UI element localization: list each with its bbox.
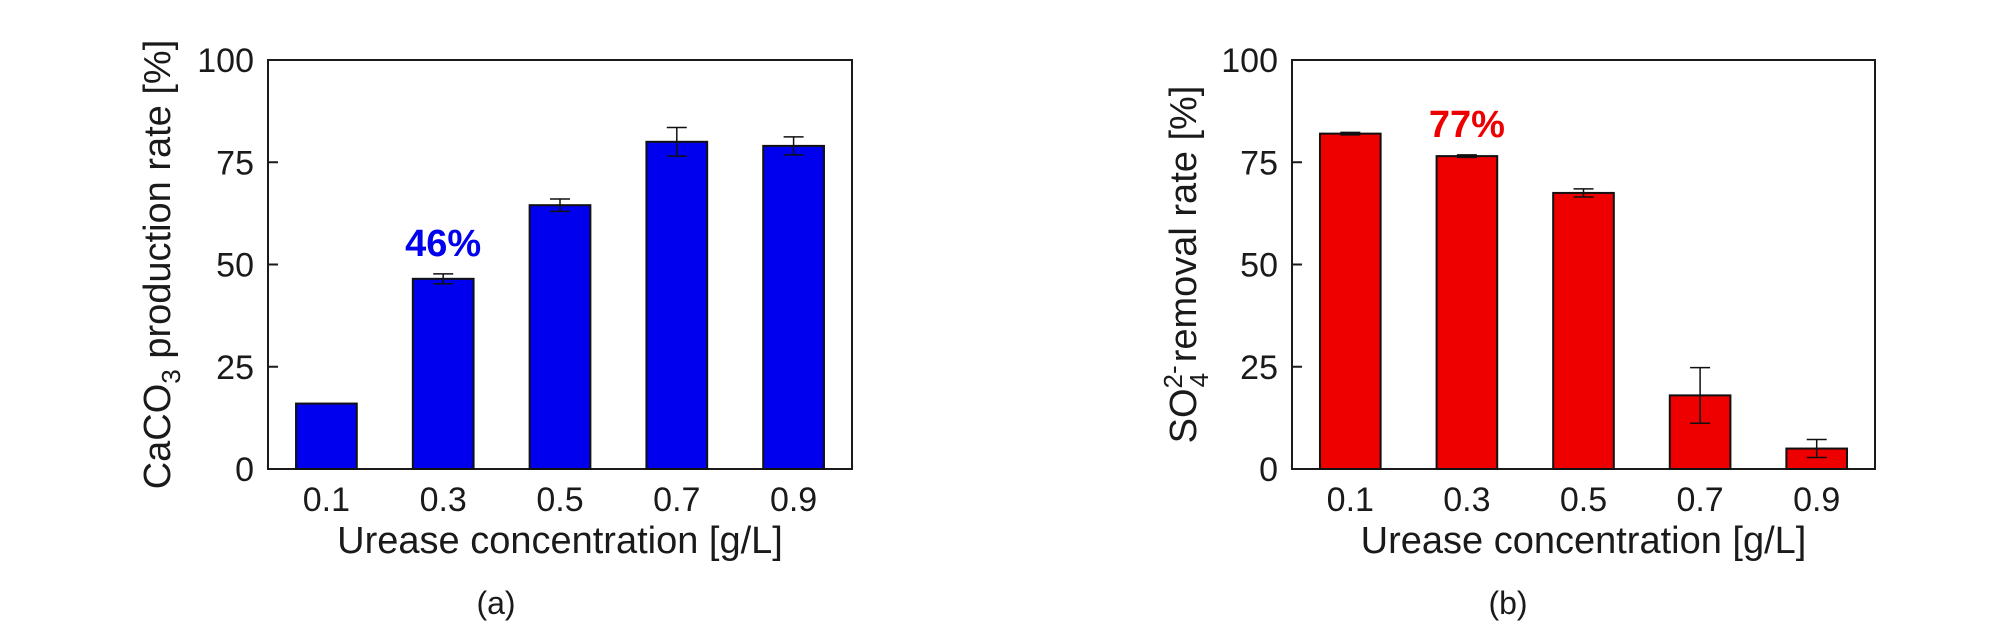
y-axis-title-b-main: SO (1163, 388, 1205, 443)
x-tick-label: 0.9 (1793, 481, 1840, 519)
panel-label-b: (b) (1488, 585, 1527, 621)
panel-a: 0 25 50 75 100 0.1 0.3 0.5 0.7 0.9 46% Urease co… (137, 40, 853, 621)
y-tick-label: 0 (1259, 451, 1278, 489)
y-tick-label: 100 (1221, 42, 1278, 80)
y-axis-title-a-tail: production rate [%] (137, 40, 179, 370)
annotation-a: 46% (405, 223, 481, 265)
y-ticks-a: 0 25 50 75 100 (197, 42, 278, 489)
annotation-b: 77% (1429, 104, 1505, 146)
bar-0.3 (1435, 155, 1499, 471)
bars-a (295, 126, 825, 471)
x-tick-label: 0.7 (653, 481, 700, 519)
y-axis-title-a: CaCO3 production rate [%] (137, 40, 186, 490)
x-tick-label: 0.3 (420, 481, 467, 519)
bar-0.7 (645, 140, 709, 471)
panel-b: 0 25 50 75 100 0.1 0.3 0.5 0.7 0.9 77% Urease co… (1158, 42, 1876, 621)
bar-0.1 (1318, 132, 1382, 470)
bar-0.5 (528, 204, 592, 470)
x-tick-labels-a: 0.1 0.3 0.5 0.7 0.9 (303, 481, 817, 519)
y-tick-label: 50 (216, 247, 254, 285)
bars-b (1318, 131, 1849, 471)
x-axis-title-b: Urease concentration [g/L] (1361, 520, 1807, 562)
y-tick-label: 0 (235, 451, 254, 489)
bar-0.1 (295, 402, 358, 470)
y-tick-label: 25 (1240, 349, 1278, 387)
x-tick-label: 0.9 (770, 481, 817, 519)
y-axis-title-b-sub: 4 (1184, 373, 1214, 387)
y-tick-label: 50 (1240, 247, 1278, 285)
panel-label-a: (a) (476, 585, 515, 621)
bar-0.3 (411, 277, 475, 470)
y-axis-title-a-main: CaCO (137, 384, 179, 490)
y-axis-title-b-sup: 2- (1158, 365, 1188, 388)
y-tick-label: 100 (197, 42, 254, 80)
bar-0.9 (762, 144, 825, 470)
x-tick-label: 0.7 (1676, 481, 1723, 519)
y-axis-title-b-tail: removal rate [%] (1163, 86, 1205, 373)
y-tick-label: 75 (216, 144, 254, 182)
y-ticks-b: 0 25 50 75 100 (1221, 42, 1302, 489)
x-tick-label: 0.5 (1560, 481, 1607, 519)
x-tick-label: 0.5 (536, 481, 583, 519)
x-tick-label: 0.1 (303, 481, 350, 519)
x-tick-label: 0.1 (1327, 481, 1374, 519)
y-tick-label: 75 (1240, 144, 1278, 182)
y-tick-label: 25 (216, 349, 254, 387)
y-axis-title-b: SO2-4 removal rate [%] (1158, 86, 1214, 444)
bar-0.5 (1552, 191, 1615, 471)
x-axis-title-a: Urease concentration [g/L] (337, 520, 783, 562)
x-tick-label: 0.3 (1443, 481, 1490, 519)
x-tick-labels-b: 0.1 0.3 0.5 0.7 0.9 (1327, 481, 1841, 519)
y-axis-title-a-sub: 3 (156, 369, 186, 383)
